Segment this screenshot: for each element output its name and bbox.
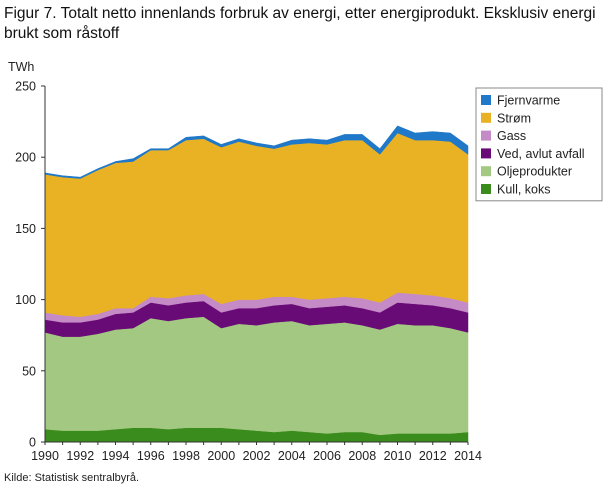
x-tick-label: 2000 [207,449,235,463]
x-tick-label: 1990 [31,449,59,463]
x-tick-label: 2012 [419,449,447,463]
chart-title: Figur 7. Totalt netto innenlands forbruk… [4,5,596,42]
x-tick-label: 2008 [348,449,376,463]
legend-label-strøm: Strøm [497,111,531,125]
legend-label-kull-koks: Kull, koks [497,183,551,197]
legend-box [475,87,603,202]
x-tick-label: 1992 [66,449,94,463]
legend-label-gass: Gass [497,129,526,143]
y-tick-label: 250 [15,80,36,94]
x-tick-label: 1996 [137,449,165,463]
legend-label-oljeprodukter: Oljeprodukter [497,165,572,179]
y-tick-label: 100 [15,293,36,307]
y-tick-label: 200 [15,151,36,165]
legend-swatch-strøm [481,112,491,123]
area-layers [44,125,469,443]
y-axis-unit: TWh [8,60,35,74]
legend-swatch-fjernvarme [481,95,491,105]
y-tick-label: 0 [29,436,36,450]
x-tick-label: 2002 [243,449,271,463]
x-tick-label: 2006 [313,449,341,463]
legend-swatch-ved-avlut-avfall [481,148,491,159]
y-tick-label: 50 [22,364,36,378]
x-tick-label: 2014 [454,449,482,463]
series-area-oljeprodukter [44,316,469,436]
series-area-strøm [44,132,469,317]
x-tick-label: 2004 [278,449,306,463]
legend: Fjernvarme Strøm Gass Ved, avlut avfall Olje… [475,87,603,202]
legend-label-fjernvarme: Fjernvarme [497,94,560,108]
x-tick-label: 1998 [172,449,200,463]
legend-label-ved-avlut-avfall: Ved, avlut avfall [497,147,585,161]
legend-swatch-oljeprodukter [481,166,491,177]
legend-swatch-kull-koks [481,184,491,194]
x-tick-label: 2010 [384,449,412,463]
axes: 0 50 100 150 200 250 1990 1992 1994 1996 1998 2000 2… [15,80,482,464]
series-area-fjernvarme [44,125,469,179]
legend-swatch-gass [481,130,491,141]
x-tick-label: 1994 [102,449,130,463]
y-tick-label: 150 [15,222,36,236]
source-note: Kilde: Statistisk sentralbyrå. [4,472,140,484]
